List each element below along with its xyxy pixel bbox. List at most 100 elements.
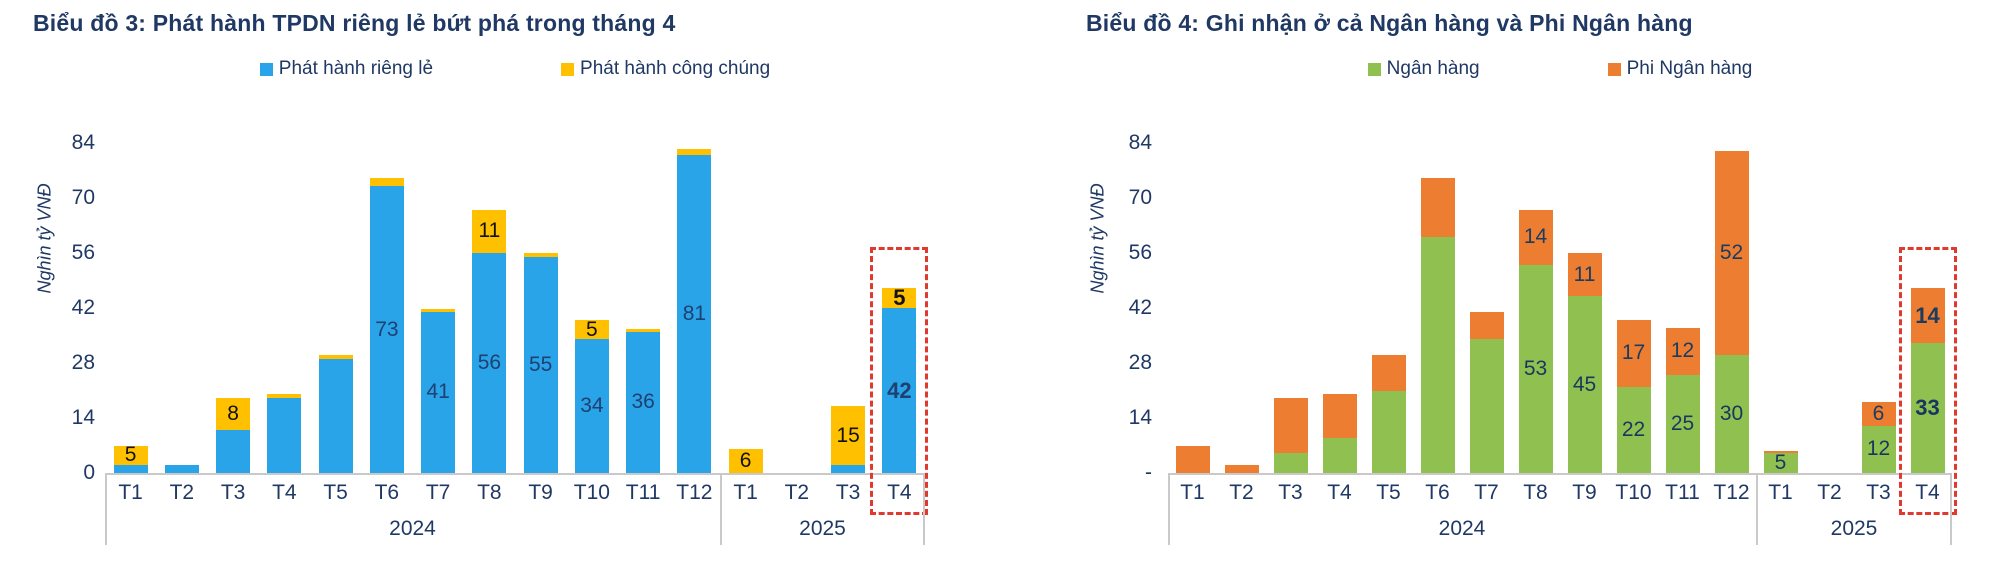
x-tick-label: T9 — [528, 481, 553, 504]
bar-value-label: 22 — [1621, 417, 1646, 441]
legend-item: Phi Ngân hàng — [1607, 58, 1752, 80]
bar-segment-secondary — [831, 406, 866, 466]
x-tick-label: T4 — [887, 481, 912, 504]
y-tick-label: - — [1145, 461, 1152, 484]
year-label: 2025 — [1830, 517, 1878, 540]
bar-value-label: 11 — [1573, 262, 1596, 286]
x-tick-label: T2 — [1229, 481, 1254, 504]
x-tick-label: T11 — [625, 481, 661, 504]
bar-value-label: 5 — [124, 443, 137, 467]
bar-segment-secondary — [1616, 319, 1651, 387]
bar-segment-secondary — [421, 309, 456, 312]
x-tick-label: T5 — [1376, 481, 1401, 504]
x-tick-label: T1 — [1768, 481, 1793, 504]
plot-area: 5 T1 T2 8 T3 T4 T5 73 T6 41 T7 56 11 T8 55 T9 34 5 T10 36 T1… — [105, 143, 929, 545]
bar-segment-primary — [113, 465, 148, 473]
chart-title: Biểu đồ 3: Phát hành TPDN riêng lẻ bứt p… — [33, 10, 676, 36]
legend: Phát hành riêng lẻ Phát hành công chúng — [105, 56, 925, 82]
bar-segment-primary — [267, 398, 302, 473]
x-tick-label: T2 — [1817, 481, 1842, 504]
bar-segment-primary — [626, 331, 661, 473]
bar-value-label: 81 — [682, 301, 707, 325]
bar-segment-primary — [677, 154, 712, 473]
y-tick-label: 56 — [1128, 241, 1152, 264]
legend-label: Phát hành riêng lẻ — [278, 58, 434, 79]
x-tick-label: T12 — [676, 481, 713, 504]
axis-separator-line — [1756, 473, 1758, 545]
x-tick-label: T4 — [1327, 481, 1352, 504]
bar-segment-secondary — [1763, 450, 1798, 454]
bar-segment-primary — [216, 429, 251, 473]
bar-segment-primary — [472, 253, 507, 473]
x-tick-label: T6 — [1425, 481, 1450, 504]
x-tick-label: T1 — [118, 481, 143, 504]
bar-segment-primary — [831, 465, 866, 473]
year-label: 2024 — [389, 517, 436, 540]
bar-segment-primary — [1861, 425, 1896, 473]
y-tick-label: 56 — [71, 241, 95, 264]
y-tick-label: 14 — [1128, 406, 1152, 429]
y-tick-label: 84 — [1128, 131, 1152, 154]
y-tick-label: 14 — [71, 406, 95, 429]
bar-segment-primary — [164, 465, 199, 473]
bar-segment-primary — [1910, 343, 1945, 473]
bar-segment-primary — [318, 359, 353, 473]
bar-value-label: 42 — [887, 377, 912, 403]
x-tick-label: T1 — [1180, 481, 1205, 504]
axis-separator-line — [105, 473, 107, 545]
bar-segment-secondary — [882, 288, 917, 308]
legend-swatch — [259, 62, 273, 76]
bar-value-label: 34 — [580, 394, 604, 418]
bar-segment-secondary — [1469, 311, 1504, 340]
x-tick-label: T5 — [323, 481, 348, 504]
bar-segment-secondary — [1910, 288, 1945, 344]
bar-value-label: 5 — [893, 285, 906, 311]
chart-panel-issuance-by-type: Biểu đồ 3: Phát hành TPDN riêng lẻ bứt p… — [25, 0, 960, 562]
bar-value-label: 36 — [631, 390, 655, 414]
bar-value-label: 30 — [1719, 402, 1744, 426]
bar-value-label: 6 — [739, 449, 752, 473]
x-tick-label: T7 — [425, 481, 451, 504]
x-tick-label: T3 — [1866, 481, 1891, 504]
bar-segment-secondary — [1518, 209, 1553, 265]
bar-value-label: 14 — [1523, 225, 1548, 249]
x-tick-label: T3 — [835, 481, 861, 504]
bar-segment-secondary — [1175, 445, 1210, 473]
bar-segment-secondary — [677, 148, 712, 155]
bar-segment-secondary — [1224, 465, 1259, 473]
y-tick-label: 28 — [71, 351, 95, 374]
bar-value-label: 5 — [1774, 451, 1787, 475]
x-tick-label: T9 — [1572, 481, 1597, 504]
y-tick-label: 42 — [1128, 296, 1152, 319]
x-tick-label: T4 — [1915, 481, 1940, 504]
bar-value-label: 5 — [586, 317, 598, 341]
bar-segment-secondary — [113, 445, 148, 466]
bar-segment-secondary — [369, 178, 404, 187]
bar-segment-secondary — [1665, 327, 1700, 375]
axis-separator-line — [1950, 473, 1952, 545]
bar-segment-primary — [1763, 453, 1798, 473]
bar-segment-primary — [1273, 453, 1308, 473]
bar-segment-secondary — [523, 253, 558, 257]
bar-segment-primary — [1567, 296, 1602, 473]
bar-segment-secondary — [1371, 355, 1406, 391]
chart-panel-issuance-by-issuer: Biểu đồ 4: Ghi nhận ở cả Ngân hàng và Ph… — [1078, 0, 1995, 562]
bar-value-label: 6 — [1872, 402, 1885, 426]
plot-area: T1 T2 T3 T4 T5 T6 T7 53 14 T8 45 11 T9 22 17 T10 25 12 T11… — [1168, 143, 1957, 545]
bar-segment-primary — [1469, 339, 1504, 473]
bar-segment-primary — [574, 339, 609, 473]
x-tick-label: T12 — [1713, 481, 1750, 504]
bar-segment-secondary — [267, 394, 302, 399]
bar-segment-secondary — [1273, 398, 1308, 454]
bar-segment-secondary — [1322, 394, 1357, 438]
bar-segment-primary — [1714, 355, 1749, 473]
bar-value-label: 11 — [478, 219, 501, 243]
x-tick-label: T11 — [1665, 481, 1700, 504]
legend-swatch — [1367, 62, 1381, 76]
bar-segment-primary — [882, 308, 917, 473]
bar-value-label: 52 — [1719, 241, 1744, 264]
x-tick-label: T2 — [169, 481, 195, 504]
y-tick-label: 84 — [71, 131, 95, 154]
bar-segment-primary — [369, 186, 404, 473]
